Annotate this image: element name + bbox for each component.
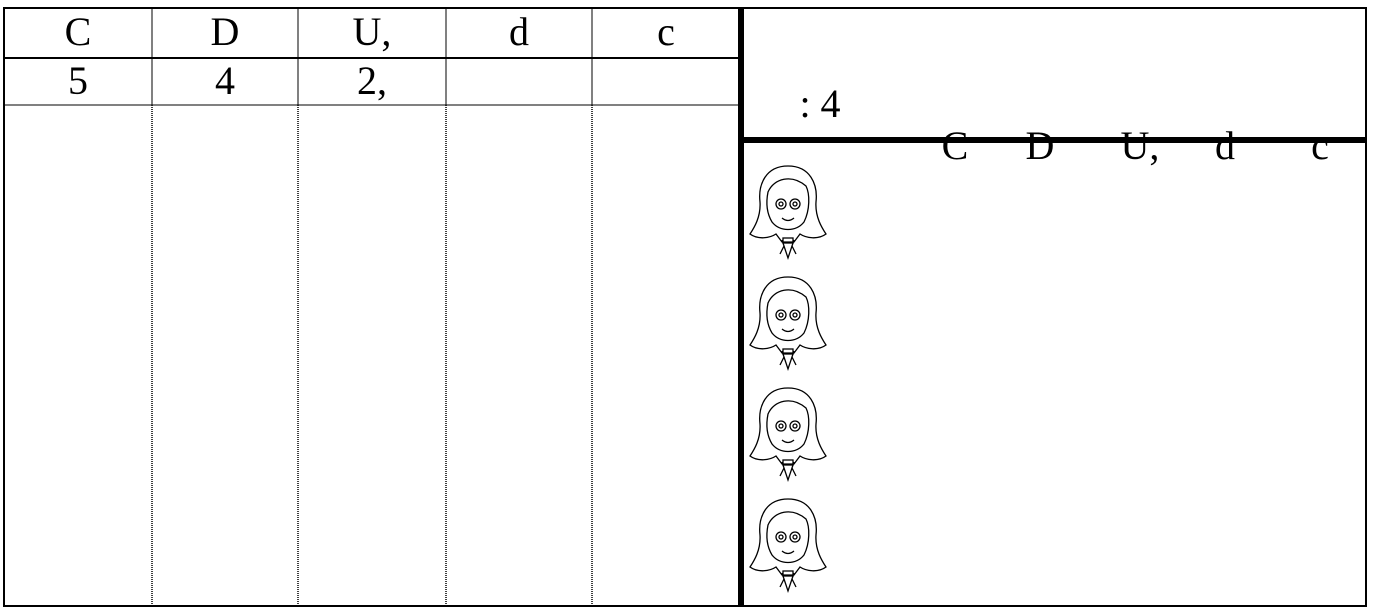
panel-label: : 4 bbox=[799, 81, 841, 126]
panel-header: d bbox=[1215, 123, 1235, 168]
cell: 4 bbox=[215, 58, 235, 103]
column-header: D bbox=[210, 9, 240, 54]
column-header: U, bbox=[352, 9, 392, 54]
column-header: C bbox=[64, 9, 92, 54]
panel-header: U, bbox=[1120, 123, 1160, 168]
panel-header: C bbox=[941, 123, 969, 168]
panel-header: c bbox=[1311, 123, 1329, 168]
girl-icon bbox=[749, 165, 827, 259]
girl-icon bbox=[749, 498, 827, 592]
column-header: c bbox=[657, 9, 675, 54]
panel-header: D bbox=[1025, 123, 1055, 168]
cell: 2, bbox=[357, 58, 387, 103]
girl-icon bbox=[749, 276, 827, 370]
column-header: d bbox=[509, 9, 529, 54]
cell: 5 bbox=[68, 58, 88, 103]
girl-icon bbox=[749, 387, 827, 481]
